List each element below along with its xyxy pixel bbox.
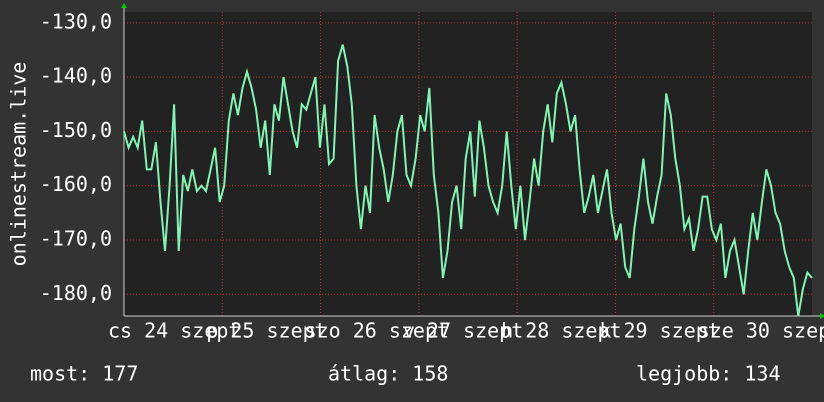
y-tick-label: -150,0	[40, 118, 112, 142]
y-tick-label: -130,0	[40, 9, 112, 33]
y-axis-label: onlinestream.live	[7, 62, 31, 267]
x-tick-label: h 28 szept	[501, 319, 621, 343]
axis-arrow	[121, 3, 127, 8]
x-tick-label: p 25 szept	[206, 319, 326, 343]
y-tick-label: -140,0	[40, 64, 112, 88]
data-line	[123, 44, 813, 317]
x-tick-label: szo 26 szept	[305, 319, 450, 343]
footer-stat: legjobb: 134	[636, 362, 781, 386]
y-tick-label: -170,0	[40, 227, 112, 251]
footer-stat: most: 177	[30, 362, 138, 386]
y-tick-label: -160,0	[40, 172, 112, 196]
axis-arrow	[820, 313, 824, 319]
x-tick-label: k 29 szept	[599, 319, 719, 343]
x-tick-label: cs 24 szept	[108, 319, 240, 343]
y-tick-label: -180,0	[40, 281, 112, 305]
plot-area	[124, 12, 812, 316]
footer-stat: átlag: 158	[328, 362, 448, 386]
x-tick-label: sze 30 szept	[698, 319, 824, 343]
x-tick-label: v 27 szept	[403, 319, 523, 343]
